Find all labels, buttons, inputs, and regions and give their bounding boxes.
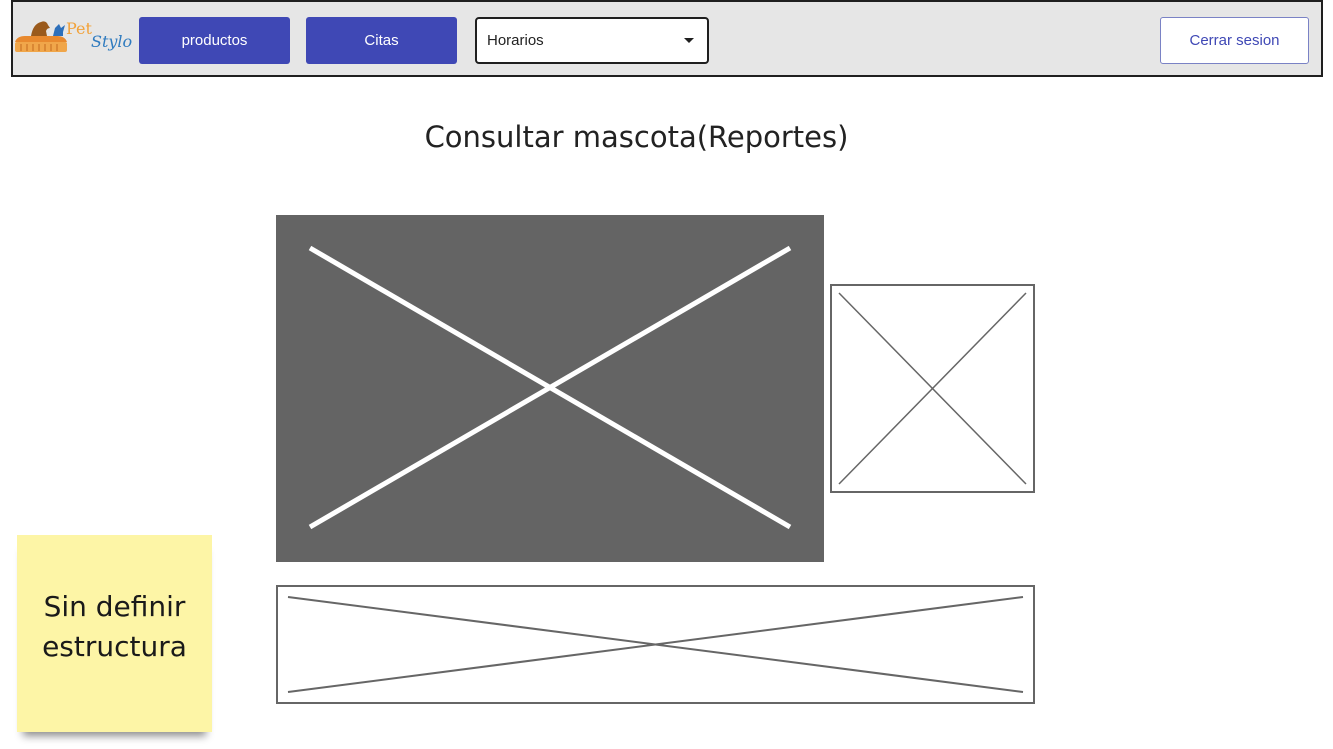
logout-button[interactable]: Cerrar sesion: [1160, 17, 1309, 64]
logo-text-stylo: Stylo: [91, 32, 133, 51]
banner-image-placeholder: [276, 585, 1035, 704]
citas-button[interactable]: Citas: [306, 17, 457, 64]
petstylo-logo[interactable]: Pet Stylo: [13, 12, 135, 62]
dog-grooming-logo-icon: [15, 21, 67, 52]
page-title: Consultar mascota(Reportes): [424, 120, 849, 154]
sticky-note: Sin definir estructura: [17, 535, 212, 732]
dropdown-selected-value: Horarios: [487, 32, 544, 49]
top-navbar: Pet Stylo productos Citas Horarios Cerra…: [11, 0, 1323, 77]
sticky-note-line-1: Sin definir: [43, 590, 186, 623]
main-image-placeholder: [276, 215, 824, 562]
productos-button[interactable]: productos: [139, 17, 290, 64]
sticky-note-line-2: estructura: [42, 630, 187, 663]
side-image-placeholder: [830, 284, 1035, 493]
logo-text-pet: Pet: [66, 19, 92, 38]
chevron-down-icon: [684, 38, 694, 43]
horarios-dropdown[interactable]: Horarios: [475, 17, 709, 64]
